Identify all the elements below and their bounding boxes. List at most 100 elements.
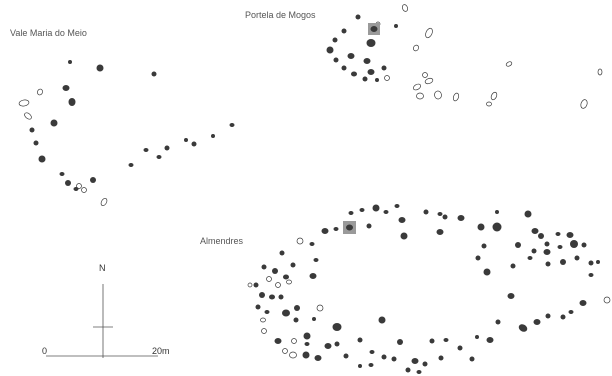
almendres-stone bbox=[469, 356, 475, 362]
almendres-stone bbox=[574, 255, 580, 261]
almendres-stone bbox=[545, 313, 551, 319]
almendres-stone bbox=[286, 279, 292, 285]
almendres-stone bbox=[495, 210, 499, 214]
almendres-stone bbox=[603, 296, 611, 304]
almendres-stone bbox=[381, 354, 387, 360]
almendres-stone bbox=[544, 241, 550, 247]
almendres-stone bbox=[274, 338, 282, 344]
almendres-stone bbox=[531, 228, 539, 234]
marked-stone-almendres bbox=[346, 224, 353, 231]
almendres-stone bbox=[333, 227, 339, 231]
vale-maria-do-meio-stone bbox=[156, 155, 162, 159]
portela-de-mogos-stone bbox=[394, 24, 398, 28]
portela-de-mogos-stone bbox=[434, 90, 442, 100]
vale-maria-do-meio-stone bbox=[151, 71, 157, 77]
vale-maria-do-meio-stone bbox=[29, 127, 35, 133]
almendres-stone bbox=[272, 268, 278, 274]
portela-de-mogos-stone bbox=[597, 68, 603, 76]
portela-de-mogos-stone bbox=[580, 99, 588, 109]
almendres-stone bbox=[313, 258, 319, 262]
almendres-stone bbox=[475, 255, 481, 261]
almendres-stone bbox=[334, 341, 340, 347]
almendres-stone bbox=[555, 232, 561, 236]
vale-maria-do-meio-stone bbox=[50, 119, 58, 127]
vale-maria-do-meio-stone bbox=[18, 99, 30, 107]
portela-de-mogos-stone bbox=[490, 91, 498, 101]
almendres-stone bbox=[397, 339, 403, 345]
almendres-stone bbox=[437, 212, 443, 216]
almendres-stone bbox=[436, 229, 444, 235]
vale-maria-do-meio-stone bbox=[24, 112, 32, 120]
almendres-stone bbox=[357, 337, 363, 343]
almendres-stone bbox=[481, 243, 487, 249]
almendres-stone bbox=[560, 259, 566, 265]
almendres-stone bbox=[316, 304, 324, 312]
almendres-stone bbox=[545, 261, 551, 267]
almendres-stone bbox=[369, 350, 375, 354]
almendres-stone bbox=[303, 332, 311, 340]
portela-de-mogos-stone bbox=[424, 77, 434, 85]
almendres-stone bbox=[264, 310, 270, 314]
almendres-stone bbox=[527, 256, 533, 260]
almendres-stone bbox=[261, 264, 267, 270]
site-label-portela-de-mogos: Portela de Mogos bbox=[245, 10, 316, 20]
almendres-stone bbox=[531, 248, 537, 254]
almendres-stone bbox=[579, 300, 587, 306]
almendres-stone bbox=[383, 210, 389, 214]
almendres-stone bbox=[391, 356, 397, 362]
vale-maria-do-meio-stone bbox=[211, 134, 215, 138]
almendres-stone bbox=[290, 262, 296, 268]
almendres-stone bbox=[260, 317, 266, 323]
vale-maria-do-meio-stone bbox=[143, 148, 149, 152]
portela-de-mogos-stone bbox=[347, 53, 355, 59]
almendres-stone bbox=[343, 353, 349, 359]
portela-de-mogos-stone bbox=[402, 4, 408, 12]
almendres-stone bbox=[423, 209, 429, 215]
portela-de-mogos-stone bbox=[381, 65, 387, 71]
almendres-stone bbox=[596, 260, 600, 264]
almendres-stone bbox=[588, 273, 594, 277]
portela-de-mogos-stone bbox=[363, 58, 371, 64]
stone-group-almendres bbox=[247, 204, 611, 374]
portela-de-mogos-stone bbox=[367, 69, 375, 75]
almendres-stone bbox=[314, 355, 322, 361]
portela-de-mogos-stone bbox=[333, 57, 339, 63]
almendres-stone bbox=[400, 232, 408, 240]
almendres-stone bbox=[278, 294, 284, 300]
vale-maria-do-meio-stone bbox=[68, 98, 76, 106]
scale-start-label: 0 bbox=[42, 346, 47, 356]
almendres-stone bbox=[348, 211, 354, 215]
almendres-stone bbox=[518, 324, 528, 332]
marked-stone-portela bbox=[370, 26, 378, 32]
almendres-stone bbox=[255, 304, 261, 310]
portela-de-mogos-stone bbox=[355, 14, 361, 20]
vale-maria-do-meio-stone bbox=[96, 64, 104, 72]
almendres-stone bbox=[312, 317, 316, 321]
almendres-stone bbox=[304, 342, 310, 346]
almendres-stone bbox=[294, 305, 300, 311]
almendres-stone bbox=[510, 263, 516, 269]
almendres-stone bbox=[538, 233, 544, 239]
portela-de-mogos-stone bbox=[416, 92, 424, 100]
portela-de-mogos-stone bbox=[422, 72, 428, 78]
almendres-stone bbox=[457, 215, 465, 221]
portela-de-mogos-stone bbox=[384, 75, 390, 81]
portela-de-mogos-stone bbox=[341, 28, 347, 34]
almendres-stone bbox=[366, 223, 372, 229]
portela-de-mogos-stone bbox=[332, 37, 338, 43]
almendres-stone bbox=[321, 228, 329, 234]
almendres-stone bbox=[378, 316, 386, 324]
almendres-stone bbox=[398, 217, 406, 223]
almendres-stone bbox=[422, 361, 428, 367]
almendres-stone bbox=[324, 343, 332, 349]
almendres-stone bbox=[483, 268, 491, 276]
almendres-stone bbox=[291, 338, 297, 344]
almendres-stone bbox=[359, 208, 365, 212]
almendres-stone bbox=[507, 293, 515, 299]
almendres-stone bbox=[495, 319, 501, 325]
vale-maria-do-meio-stone bbox=[73, 187, 79, 191]
almendres-stone bbox=[269, 294, 275, 300]
almendres-stone bbox=[568, 310, 574, 314]
north-label: N bbox=[99, 263, 106, 273]
